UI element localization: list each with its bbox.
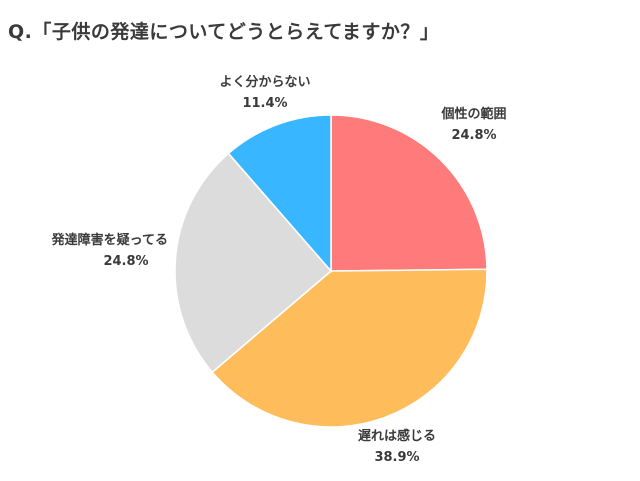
slice-value-label: 11.4%	[242, 96, 287, 111]
chart-title: Q.「子供の発達についてどうとらえてますか？」	[8, 21, 440, 43]
slice-value-label: 24.8%	[451, 128, 496, 143]
pie-slice	[211, 268, 488, 428]
pie-slice	[174, 152, 333, 374]
slice-value-label: 38.9%	[374, 450, 419, 465]
slice-category-label: 個性の範囲	[440, 106, 506, 122]
pie-slice	[227, 114, 332, 274]
slice-value-label: 24.8%	[103, 254, 148, 269]
pie-labels: 個性の範囲 24.8% 遅れは感じる 38.9% 発達障害を疑ってる 24.8% よく分から…	[51, 74, 507, 465]
pie-slices	[174, 114, 488, 428]
slice-category-label: 遅れは感じる	[358, 428, 436, 444]
slice-category-label: よく分からない	[219, 74, 310, 90]
pie-slice	[330, 114, 488, 272]
slice-category-label: 発達障害を疑ってる	[51, 232, 168, 248]
